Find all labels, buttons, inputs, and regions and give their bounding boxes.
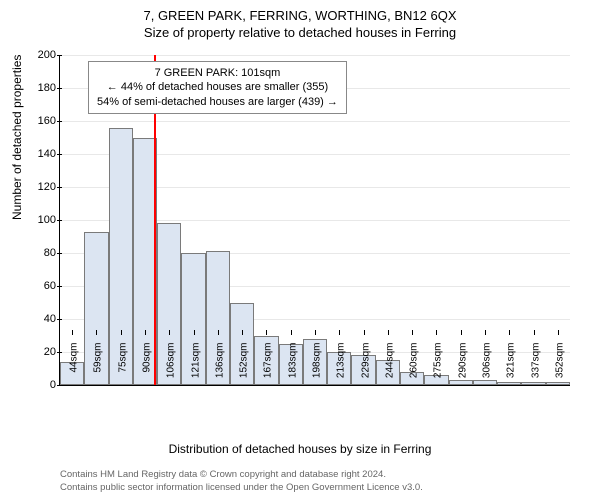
x-tick-mark (388, 330, 389, 335)
y-tick-label: 100 (20, 214, 56, 226)
annotation-line2: ← 44% of detached houses are smaller (35… (97, 80, 338, 94)
x-axis-label: Distribution of detached houses by size … (0, 442, 600, 456)
x-tick-label: 167sqm (263, 343, 274, 393)
x-tick-mark (534, 330, 535, 335)
x-tick-label: 106sqm (166, 343, 177, 393)
x-tick-mark (436, 330, 437, 335)
x-tick-mark (242, 330, 243, 335)
y-tick-label: 140 (20, 148, 56, 160)
x-tick-mark (121, 330, 122, 335)
y-tick-label: 160 (20, 115, 56, 127)
x-tick-label: 337sqm (530, 343, 541, 393)
x-tick-label: 275sqm (433, 343, 444, 393)
x-tick-mark (169, 330, 170, 335)
x-tick-label: 59sqm (93, 343, 104, 393)
x-tick-mark (315, 330, 316, 335)
x-tick-mark (291, 330, 292, 335)
x-tick-label: 90sqm (142, 343, 153, 393)
x-tick-mark (96, 330, 97, 335)
chart-title-sub: Size of property relative to detached ho… (0, 23, 600, 40)
x-tick-label: 229sqm (360, 343, 371, 393)
x-tick-mark (412, 330, 413, 335)
y-tick-label: 40 (20, 313, 56, 325)
x-tick-label: 306sqm (482, 343, 493, 393)
annotation-callout: 7 GREEN PARK: 101sqm ← 44% of detached h… (88, 61, 347, 114)
footer-line2: Contains public sector information licen… (60, 482, 423, 494)
x-tick-label: 75sqm (117, 343, 128, 393)
x-tick-label: 213sqm (336, 343, 347, 393)
x-tick-label: 321sqm (506, 343, 517, 393)
x-tick-mark (509, 330, 510, 335)
x-tick-mark (266, 330, 267, 335)
x-tick-mark (218, 330, 219, 335)
annotation-line1: 7 GREEN PARK: 101sqm (97, 66, 338, 80)
y-tick-label: 200 (20, 49, 56, 61)
x-tick-label: 244sqm (384, 343, 395, 393)
x-tick-mark (461, 330, 462, 335)
x-tick-label: 198sqm (312, 343, 323, 393)
x-tick-label: 183sqm (287, 343, 298, 393)
x-tick-label: 290sqm (457, 343, 468, 393)
x-tick-mark (194, 330, 195, 335)
x-tick-container: 44sqm 59sqm 75sqm 90sqm 106sqm 121sqm 136sqm 15… (60, 335, 570, 395)
footer-line1: Contains HM Land Registry data © Crown c… (60, 469, 423, 481)
x-tick-label: 152sqm (239, 343, 250, 393)
x-tick-mark (145, 330, 146, 335)
annotation-line3: 54% of semi-detached houses are larger (… (97, 95, 338, 109)
y-tick-label: 80 (20, 247, 56, 259)
y-tick-label: 0 (20, 379, 56, 391)
chart-plot-area: 020406080100120140160180200 44sqm59sqm75… (60, 55, 570, 385)
x-tick-label: 260sqm (409, 343, 420, 393)
y-tick-label: 60 (20, 280, 56, 292)
x-tick-label: 44sqm (69, 343, 80, 393)
x-tick-mark (558, 330, 559, 335)
y-tick-label: 180 (20, 82, 56, 94)
x-tick-mark (72, 330, 73, 335)
x-tick-label: 136sqm (214, 343, 225, 393)
x-tick-label: 352sqm (554, 343, 565, 393)
footer-attribution: Contains HM Land Registry data © Crown c… (60, 469, 423, 494)
x-tick-mark (364, 330, 365, 335)
y-tick-container: 020406080100120140160180200 (20, 55, 56, 385)
y-tick-label: 20 (20, 346, 56, 358)
x-tick-mark (485, 330, 486, 335)
x-tick-label: 121sqm (190, 343, 201, 393)
y-tick-label: 120 (20, 181, 56, 193)
x-tick-mark (339, 330, 340, 335)
chart-title-main: 7, GREEN PARK, FERRING, WORTHING, BN12 6… (0, 0, 600, 23)
